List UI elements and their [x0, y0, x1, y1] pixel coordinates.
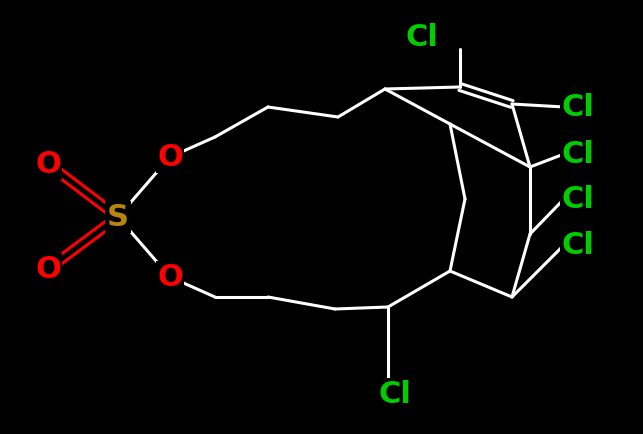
Text: O: O: [35, 150, 61, 179]
Text: O: O: [35, 255, 61, 284]
Text: Cl: Cl: [561, 185, 594, 214]
Text: O: O: [157, 263, 183, 292]
Text: O: O: [157, 143, 183, 172]
Text: Cl: Cl: [561, 140, 594, 169]
Text: Cl: Cl: [379, 380, 412, 408]
Text: Cl: Cl: [561, 93, 594, 122]
Text: Cl: Cl: [561, 231, 594, 260]
Text: S: S: [107, 203, 129, 232]
Text: Cl: Cl: [406, 23, 439, 53]
